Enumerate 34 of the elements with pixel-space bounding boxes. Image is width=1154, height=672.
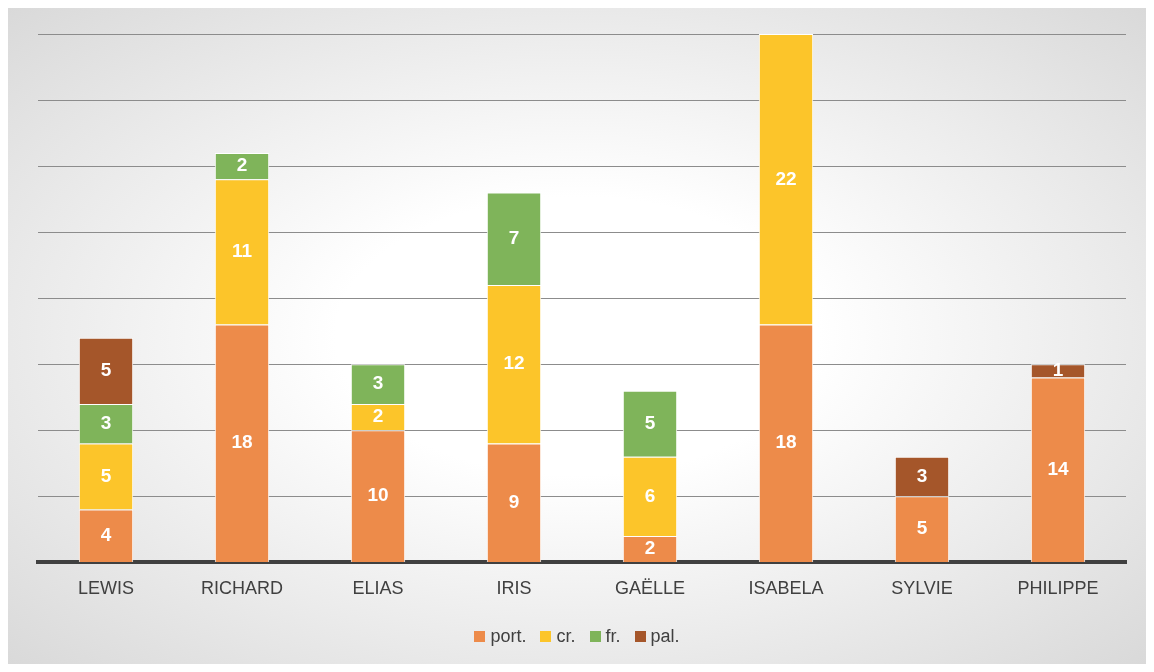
data-label: 7 xyxy=(508,226,520,248)
data-label: 9 xyxy=(508,490,520,512)
data-label: 1 xyxy=(1052,359,1064,381)
data-label: 18 xyxy=(231,431,253,453)
x-tick-label: RICHARD xyxy=(200,578,284,599)
x-tick-label: SYLVIE xyxy=(891,578,953,599)
data-label: 3 xyxy=(916,464,928,486)
data-label: 5 xyxy=(644,411,656,433)
data-label: 6 xyxy=(644,484,656,506)
data-label: 2 xyxy=(236,154,248,176)
data-label: 10 xyxy=(367,484,389,506)
data-label: 2 xyxy=(644,537,656,559)
data-label: 5 xyxy=(916,517,928,539)
data-label: 18 xyxy=(775,431,797,453)
x-tick-label: LEWIS xyxy=(77,578,135,599)
legend-label: port. xyxy=(490,626,527,647)
data-label: 3 xyxy=(100,411,112,433)
data-label: 22 xyxy=(775,167,797,189)
data-label: 5 xyxy=(100,464,112,486)
legend-label: fr. xyxy=(605,626,621,647)
data-label: 11 xyxy=(231,240,253,262)
legend-label: cr. xyxy=(556,626,576,647)
x-tick-label: ISABELA xyxy=(748,578,824,599)
data-label: 4 xyxy=(100,523,112,545)
x-tick-label: GAËLLE xyxy=(614,578,686,599)
data-label: 5 xyxy=(100,359,112,381)
x-tick-label: ELIAS xyxy=(352,578,404,599)
x-tick-label: IRIS xyxy=(496,578,532,599)
data-label: 2 xyxy=(372,405,384,427)
x-tick-label: PHILIPPE xyxy=(1017,578,1099,599)
legend-label: pal. xyxy=(650,626,680,647)
data-label: 3 xyxy=(372,372,384,394)
data-label: 14 xyxy=(1047,457,1069,479)
data-label: 12 xyxy=(503,352,525,374)
